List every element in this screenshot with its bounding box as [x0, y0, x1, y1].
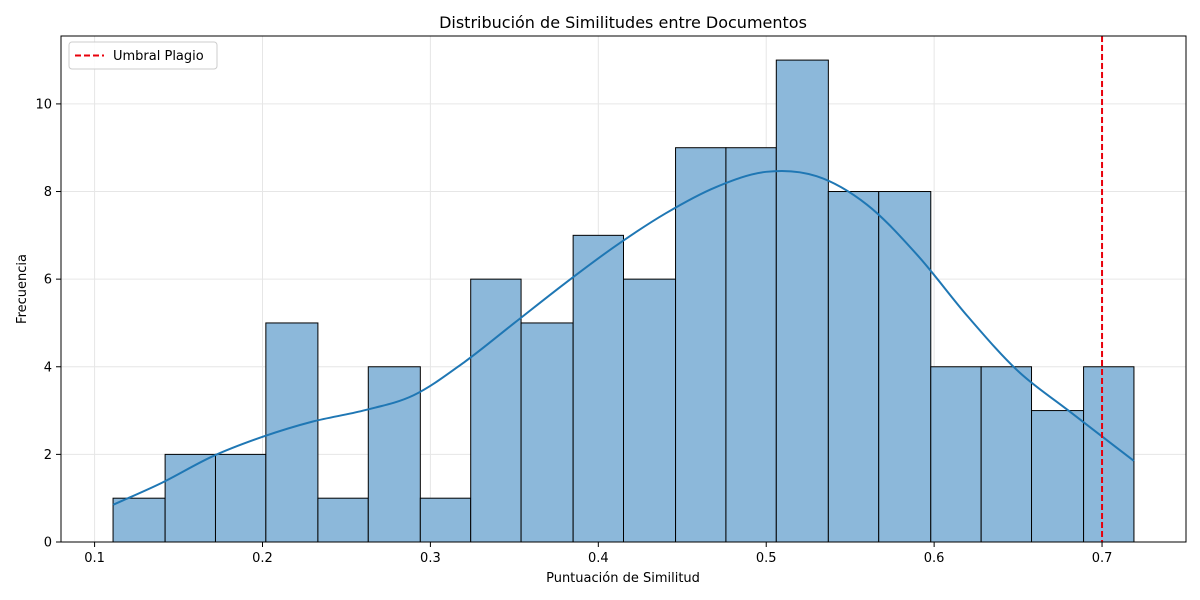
kde-curve — [112, 169, 1135, 506]
histogram-bar-14 — [827, 191, 880, 543]
x-axis-ticks: 0.1 0.2 0.3 0.4 0.5 0.6 0.7 — [84, 542, 1112, 566]
histogram-bar-18 — [1031, 410, 1085, 543]
histogram-bar-8 — [520, 322, 574, 543]
x-tick-label-2: 0.3 — [420, 551, 441, 566]
histogram-bar-16 — [930, 366, 982, 543]
y-tick-label-5: 10 — [35, 97, 52, 112]
x-tick-label-0: 0.1 — [84, 551, 105, 566]
histogram-bar-7 — [470, 278, 522, 543]
x-tick-label-4: 0.5 — [756, 551, 777, 566]
x-tick-label-6: 0.7 — [1092, 551, 1113, 566]
y-tick-label-4: 8 — [44, 185, 52, 200]
y-axis-ticks: 0 2 4 6 8 10 — [35, 97, 61, 551]
histogram-bar-2 — [214, 453, 267, 543]
histogram-bar-11 — [675, 147, 727, 543]
y-tick-label-2: 4 — [44, 360, 52, 375]
y-tick-label-3: 6 — [44, 273, 52, 288]
histogram-bars — [112, 59, 1135, 543]
legend: Umbral Plagio — [68, 41, 218, 70]
histogram-bar-15 — [878, 191, 932, 543]
histogram-bar-4 — [317, 497, 369, 543]
legend-threshold-label: Umbral Plagio — [113, 49, 204, 64]
y-tick-label-1: 2 — [44, 448, 52, 463]
histogram-bar-13 — [775, 59, 829, 543]
x-tick-label-1: 0.2 — [252, 551, 273, 566]
y-axis-label: Frecuencia — [15, 254, 30, 324]
histogram-bar-10 — [623, 278, 677, 543]
x-tick-label-3: 0.4 — [588, 551, 609, 566]
histogram-bar-9 — [572, 234, 625, 543]
chart-title: Distribución de Similitudes entre Docume… — [439, 13, 807, 32]
histogram-bar-6 — [419, 497, 472, 543]
x-tick-label-5: 0.6 — [924, 551, 945, 566]
histogram-bar-5 — [367, 366, 421, 543]
histogram-bar-0 — [112, 497, 166, 543]
plot-frame — [60, 35, 1187, 543]
kde-curve-group — [112, 169, 1135, 506]
x-axis-label: Puntuación de Similitud — [546, 571, 700, 586]
histogram-bar-12 — [725, 147, 777, 543]
legend-box — [68, 41, 218, 70]
histogram-bar-17 — [980, 366, 1033, 543]
y-tick-label-0: 0 — [44, 536, 52, 551]
histogram-bar-1 — [164, 453, 216, 543]
